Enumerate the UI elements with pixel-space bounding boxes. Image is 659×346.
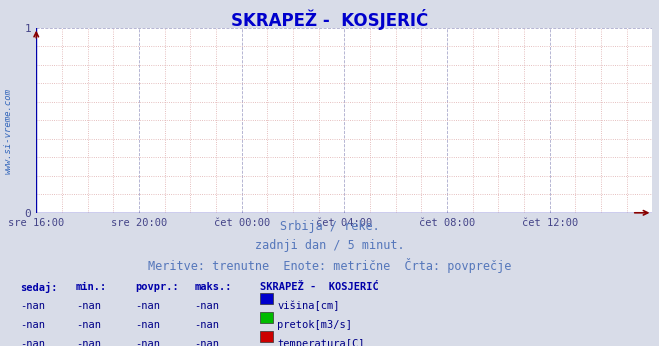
Text: -nan: -nan <box>135 320 160 330</box>
Text: Meritve: trenutne  Enote: metrične  Črta: povprečje: Meritve: trenutne Enote: metrične Črta: … <box>148 258 511 273</box>
Text: -nan: -nan <box>135 301 160 311</box>
Text: min.:: min.: <box>76 282 107 292</box>
Text: -nan: -nan <box>194 320 219 330</box>
Text: -nan: -nan <box>76 339 101 346</box>
Text: pretok[m3/s]: pretok[m3/s] <box>277 320 353 330</box>
Text: zadnji dan / 5 minut.: zadnji dan / 5 minut. <box>254 239 405 252</box>
Text: -nan: -nan <box>20 320 45 330</box>
Text: -nan: -nan <box>135 339 160 346</box>
Text: Srbija / reke.: Srbija / reke. <box>279 220 380 233</box>
Text: -nan: -nan <box>76 320 101 330</box>
Text: SKRAPEŽ -  KOSJERIĆ: SKRAPEŽ - KOSJERIĆ <box>231 9 428 30</box>
Text: www.si-vreme.com: www.si-vreme.com <box>4 89 13 174</box>
Text: maks.:: maks.: <box>194 282 232 292</box>
Text: temperatura[C]: temperatura[C] <box>277 339 365 346</box>
Text: višina[cm]: višina[cm] <box>277 301 340 311</box>
Text: -nan: -nan <box>194 339 219 346</box>
Text: SKRAPEŽ -  KOSJERIĆ: SKRAPEŽ - KOSJERIĆ <box>260 282 379 292</box>
Text: -nan: -nan <box>76 301 101 311</box>
Text: povpr.:: povpr.: <box>135 282 179 292</box>
Text: sedaj:: sedaj: <box>20 282 57 293</box>
Text: -nan: -nan <box>20 301 45 311</box>
Text: -nan: -nan <box>194 301 219 311</box>
Text: -nan: -nan <box>20 339 45 346</box>
